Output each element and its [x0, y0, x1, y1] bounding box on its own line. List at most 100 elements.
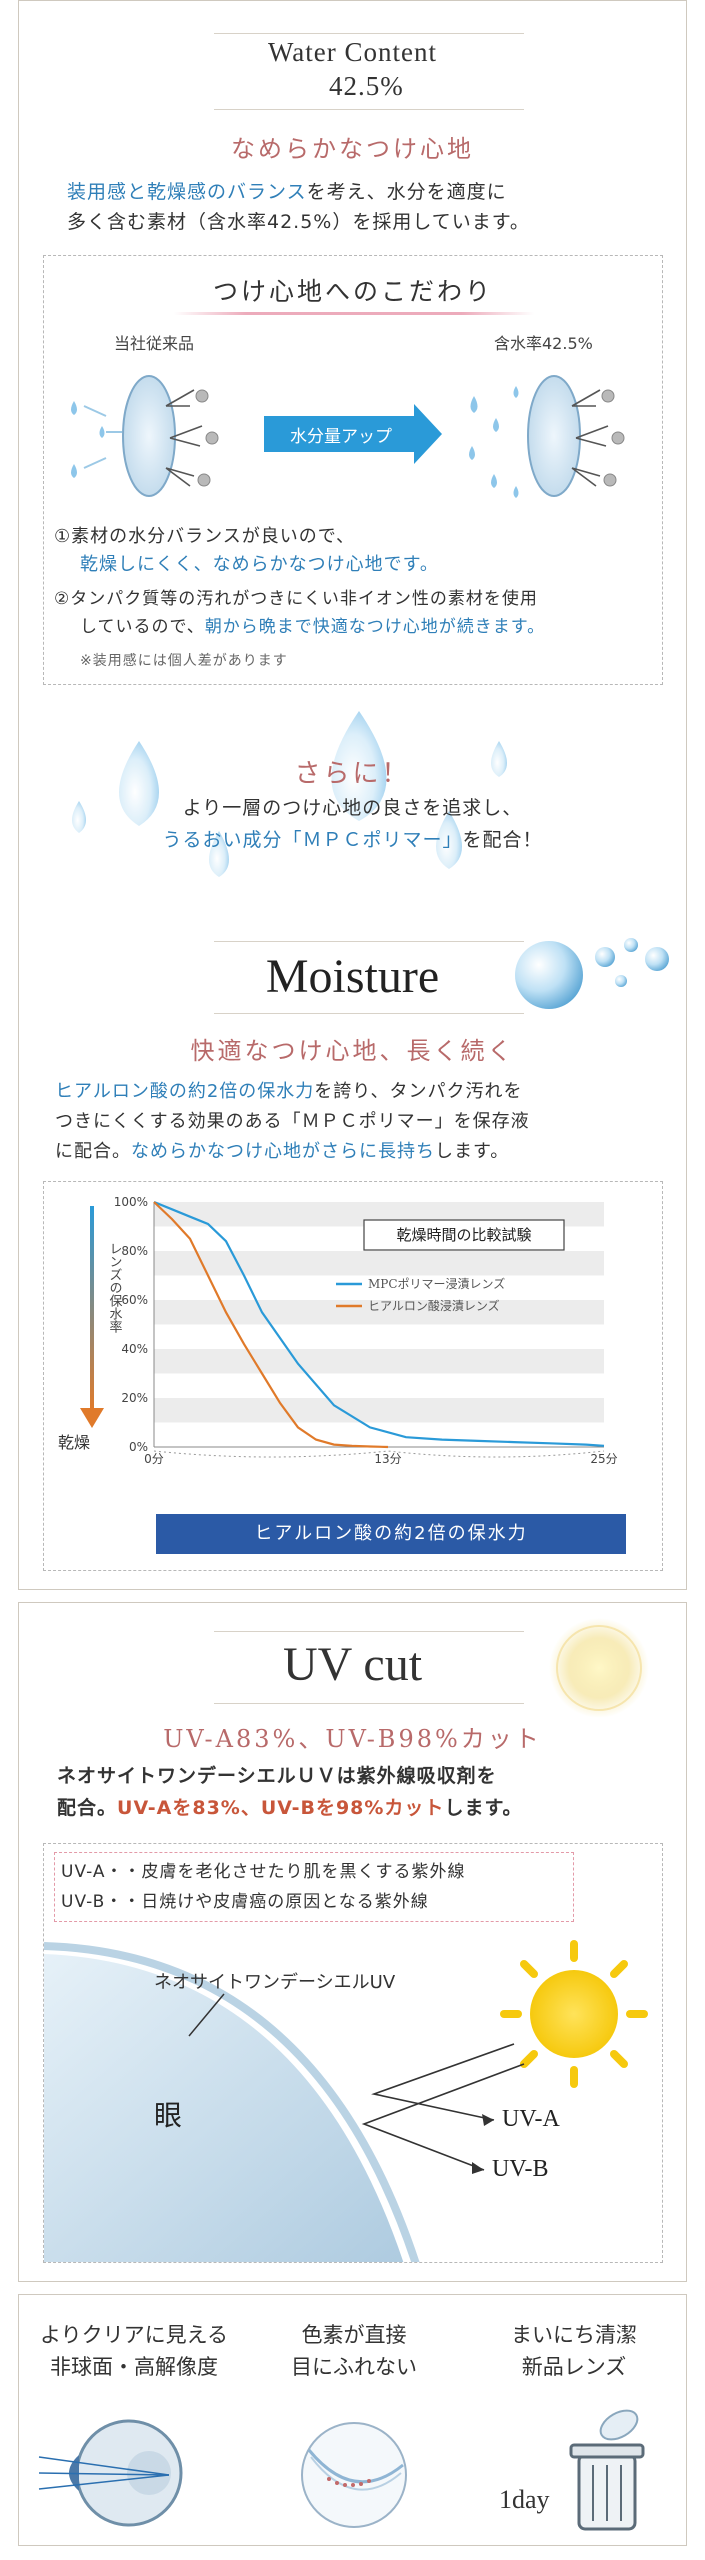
more-highlight: うるおい成分「ＭＰＣポリマー」	[162, 829, 463, 851]
particle-icon	[195, 389, 219, 487]
chart-banner: ヒアルロン酸の約2倍の保水力	[156, 1514, 626, 1554]
chart-y-tick-label: 40%	[121, 1342, 148, 1356]
chart-title: 乾燥時間の比較試験	[396, 1226, 531, 1244]
water-content-value: 42.5%	[329, 71, 404, 101]
uv-illustration	[44, 1940, 648, 2262]
chart-grid-band	[154, 1300, 604, 1325]
moisture-line2: つきにくくする効果のある「ＭＰＣポリマー」を保存液	[55, 1111, 530, 1132]
comfort-box-title: つけ心地へのこだわり	[212, 277, 493, 306]
feature-item-daily: まいにち清潔 新品レンズ	[469, 2319, 679, 2383]
particle-icon	[601, 389, 625, 487]
chart-grid-band	[154, 1251, 604, 1276]
chart-dry-arrow-head	[80, 1408, 104, 1428]
comfort-box: つけ心地へのこだわり 当社従来品 含水率42.5%	[43, 255, 663, 685]
uv-line1: ネオサイトワンデーシエルＵＶは紫外線吸収剤を	[57, 1765, 497, 1787]
chart-grid-band	[154, 1349, 604, 1374]
lens-surface-icon	[44, 1942, 420, 2262]
moisture-highlight1: ヒアルロン酸の約2倍の保水力	[55, 1081, 315, 1102]
uvb-label: UV-B	[492, 2156, 549, 2182]
sun-icon	[500, 1940, 648, 2088]
lens-flare-icon	[549, 1618, 649, 1718]
lens-zoom-icon	[301, 2422, 407, 2528]
chart-x-bracket	[153, 1450, 605, 1458]
feature-line1: まいにち清潔	[511, 2323, 637, 2347]
water-drop-icon	[469, 386, 519, 498]
chart-legend-label: ヒアルロン酸浸漬レンズ	[368, 1298, 500, 1313]
uva-label: UV-A	[502, 2106, 560, 2132]
lens-icon	[527, 375, 581, 497]
uv-heading: UV-A83%、UV-B98%カット	[163, 1725, 542, 1753]
more-line1: より一層のつけ心地の良さを追求し、	[182, 797, 523, 819]
moisture-heading: 快適なつけ心地、長く続く	[190, 1037, 515, 1065]
features-illustration	[38, 2409, 645, 2531]
chart-y-label: レンズの保水率	[107, 1242, 123, 1333]
uv-title: UV cut	[282, 1638, 423, 1691]
bubbles-decoration	[515, 938, 669, 1009]
chart-series-line	[153, 1201, 389, 1449]
features-panel: よりクリアに見える 非球面・高解像度 色素が直接 目にふれない まいにち清潔 新…	[18, 2294, 687, 2546]
chart-y-tick-label: 0%	[129, 1440, 148, 1454]
feature-line2: 非球面・高解像度	[50, 2355, 218, 2379]
moisture-plain3: に配合。	[55, 1141, 131, 1162]
lens-product-label: ネオサイトワンデーシエルUV	[154, 1972, 396, 1993]
drops-decoration	[72, 711, 507, 877]
uv-box: UV-A・・皮膚を老化させたり肌を黒くする紫外線 UV-B・・日焼けや皮膚癌の原…	[43, 1843, 663, 2263]
chart-y-tick-label: 60%	[121, 1293, 148, 1307]
feature-item-pigment: 色素が直接 目にふれない	[249, 2319, 459, 2383]
comfort-title-underline	[174, 312, 534, 315]
water-drop-icon	[72, 711, 507, 877]
eye-surface-icon	[44, 1954, 404, 2262]
uv-end2: します。	[444, 1797, 523, 1819]
title-rule-top	[214, 33, 524, 34]
water-moisture-panel: Water Content 42.5% なめらかなつけ心地 装用感と乾燥感のバラ…	[18, 0, 687, 1590]
moisture-line1: ヒアルロン酸の約2倍の保水力を誇り、タンパク汚れを	[55, 1077, 675, 1107]
chart-dry-label: 乾燥	[58, 1433, 90, 1452]
chart-dry-arrow	[90, 1206, 94, 1411]
water-ratio-label: 含水率42.5%	[494, 334, 593, 353]
uv-line2: 配合。UV-Aを83%、UV-Bを98%カットします。	[57, 1793, 677, 1823]
uva-definition: UV-A・・皮膚を老化させたり肌を黒くする紫外線	[61, 1862, 466, 1882]
conventional-label: 当社従来品	[114, 334, 195, 353]
title-rule-bottom	[214, 109, 524, 110]
chart-x-tick-label: 13分	[374, 1452, 401, 1466]
uv-rule-top	[214, 1631, 524, 1632]
more-title: さらに！	[294, 759, 411, 789]
point2-plain: しているので、	[80, 617, 205, 637]
feature-line1: 色素が直接	[301, 2323, 407, 2347]
chart-y-tick-label: 20%	[121, 1391, 148, 1405]
chart-x-tick-label: 25分	[590, 1452, 617, 1466]
chart-grid-band	[154, 1398, 604, 1423]
moisture-line3: に配合。なめらかなつけ心地がさらに長持ちします。	[55, 1137, 685, 1167]
water-content-title: Water Content	[267, 37, 438, 67]
eye-cross-section-icon	[38, 2419, 183, 2527]
sun-flare-decoration	[549, 1618, 649, 1718]
uv-rule-bottom	[214, 1703, 524, 1704]
water-drop-icon	[71, 401, 105, 478]
moisture-rest1: を誇り、タンパク汚れを	[314, 1081, 523, 1102]
more-line2: うるおい成分「ＭＰＣポリマー」を配合！	[19, 825, 686, 855]
moisture-title: Moisture	[265, 950, 440, 1003]
point2-highlight: 朝から晩まで快適なつけ心地が続きます。	[204, 617, 546, 637]
moisture-highlight3: なめらかなつけ心地がさらに長持ち	[131, 1141, 435, 1162]
moisture-end3: します。	[435, 1141, 510, 1162]
eye-label: 眼	[154, 2099, 183, 2132]
uv-panel: UV cut UV-A83%、UV-B98%カット ネオサイトワンデーシエルＵＶ…	[18, 1602, 687, 2282]
bubble-icon	[515, 938, 669, 1009]
uv-highlight2: UV-Aを83%、UV-Bを98%カット	[117, 1797, 445, 1819]
increase-arrow-icon	[264, 404, 442, 464]
comfort-illustration	[71, 375, 625, 498]
comfort-note: ※装用感には個人差があります	[80, 653, 288, 669]
water-body-line2: 多く含む素材（含水率42.5%）を採用しています。	[67, 211, 530, 233]
lens-icon	[122, 375, 176, 497]
chart-legend-label: MPCポリマー浸漬レンズ	[368, 1276, 505, 1291]
uv-plain2: 配合。	[57, 1797, 118, 1819]
chart-y-tick-label: 100%	[114, 1195, 148, 1209]
chart-title-box	[363, 1219, 565, 1251]
point2-line2: しているので、朝から晩まで快適なつけ心地が続きます。	[80, 614, 545, 640]
oneday-label: 1day	[499, 2485, 550, 2514]
uv-definition-box: UV-A・・皮膚を老化させたり肌を黒くする紫外線 UV-B・・日焼けや皮膚癌の原…	[54, 1852, 574, 1922]
feature-line1: よりクリアに見える	[40, 2323, 228, 2347]
feature-item-aspheric: よりクリアに見える 非球面・高解像度	[29, 2319, 239, 2383]
moisture-rule-top	[214, 941, 524, 942]
more-rest: を配合！	[462, 829, 543, 851]
